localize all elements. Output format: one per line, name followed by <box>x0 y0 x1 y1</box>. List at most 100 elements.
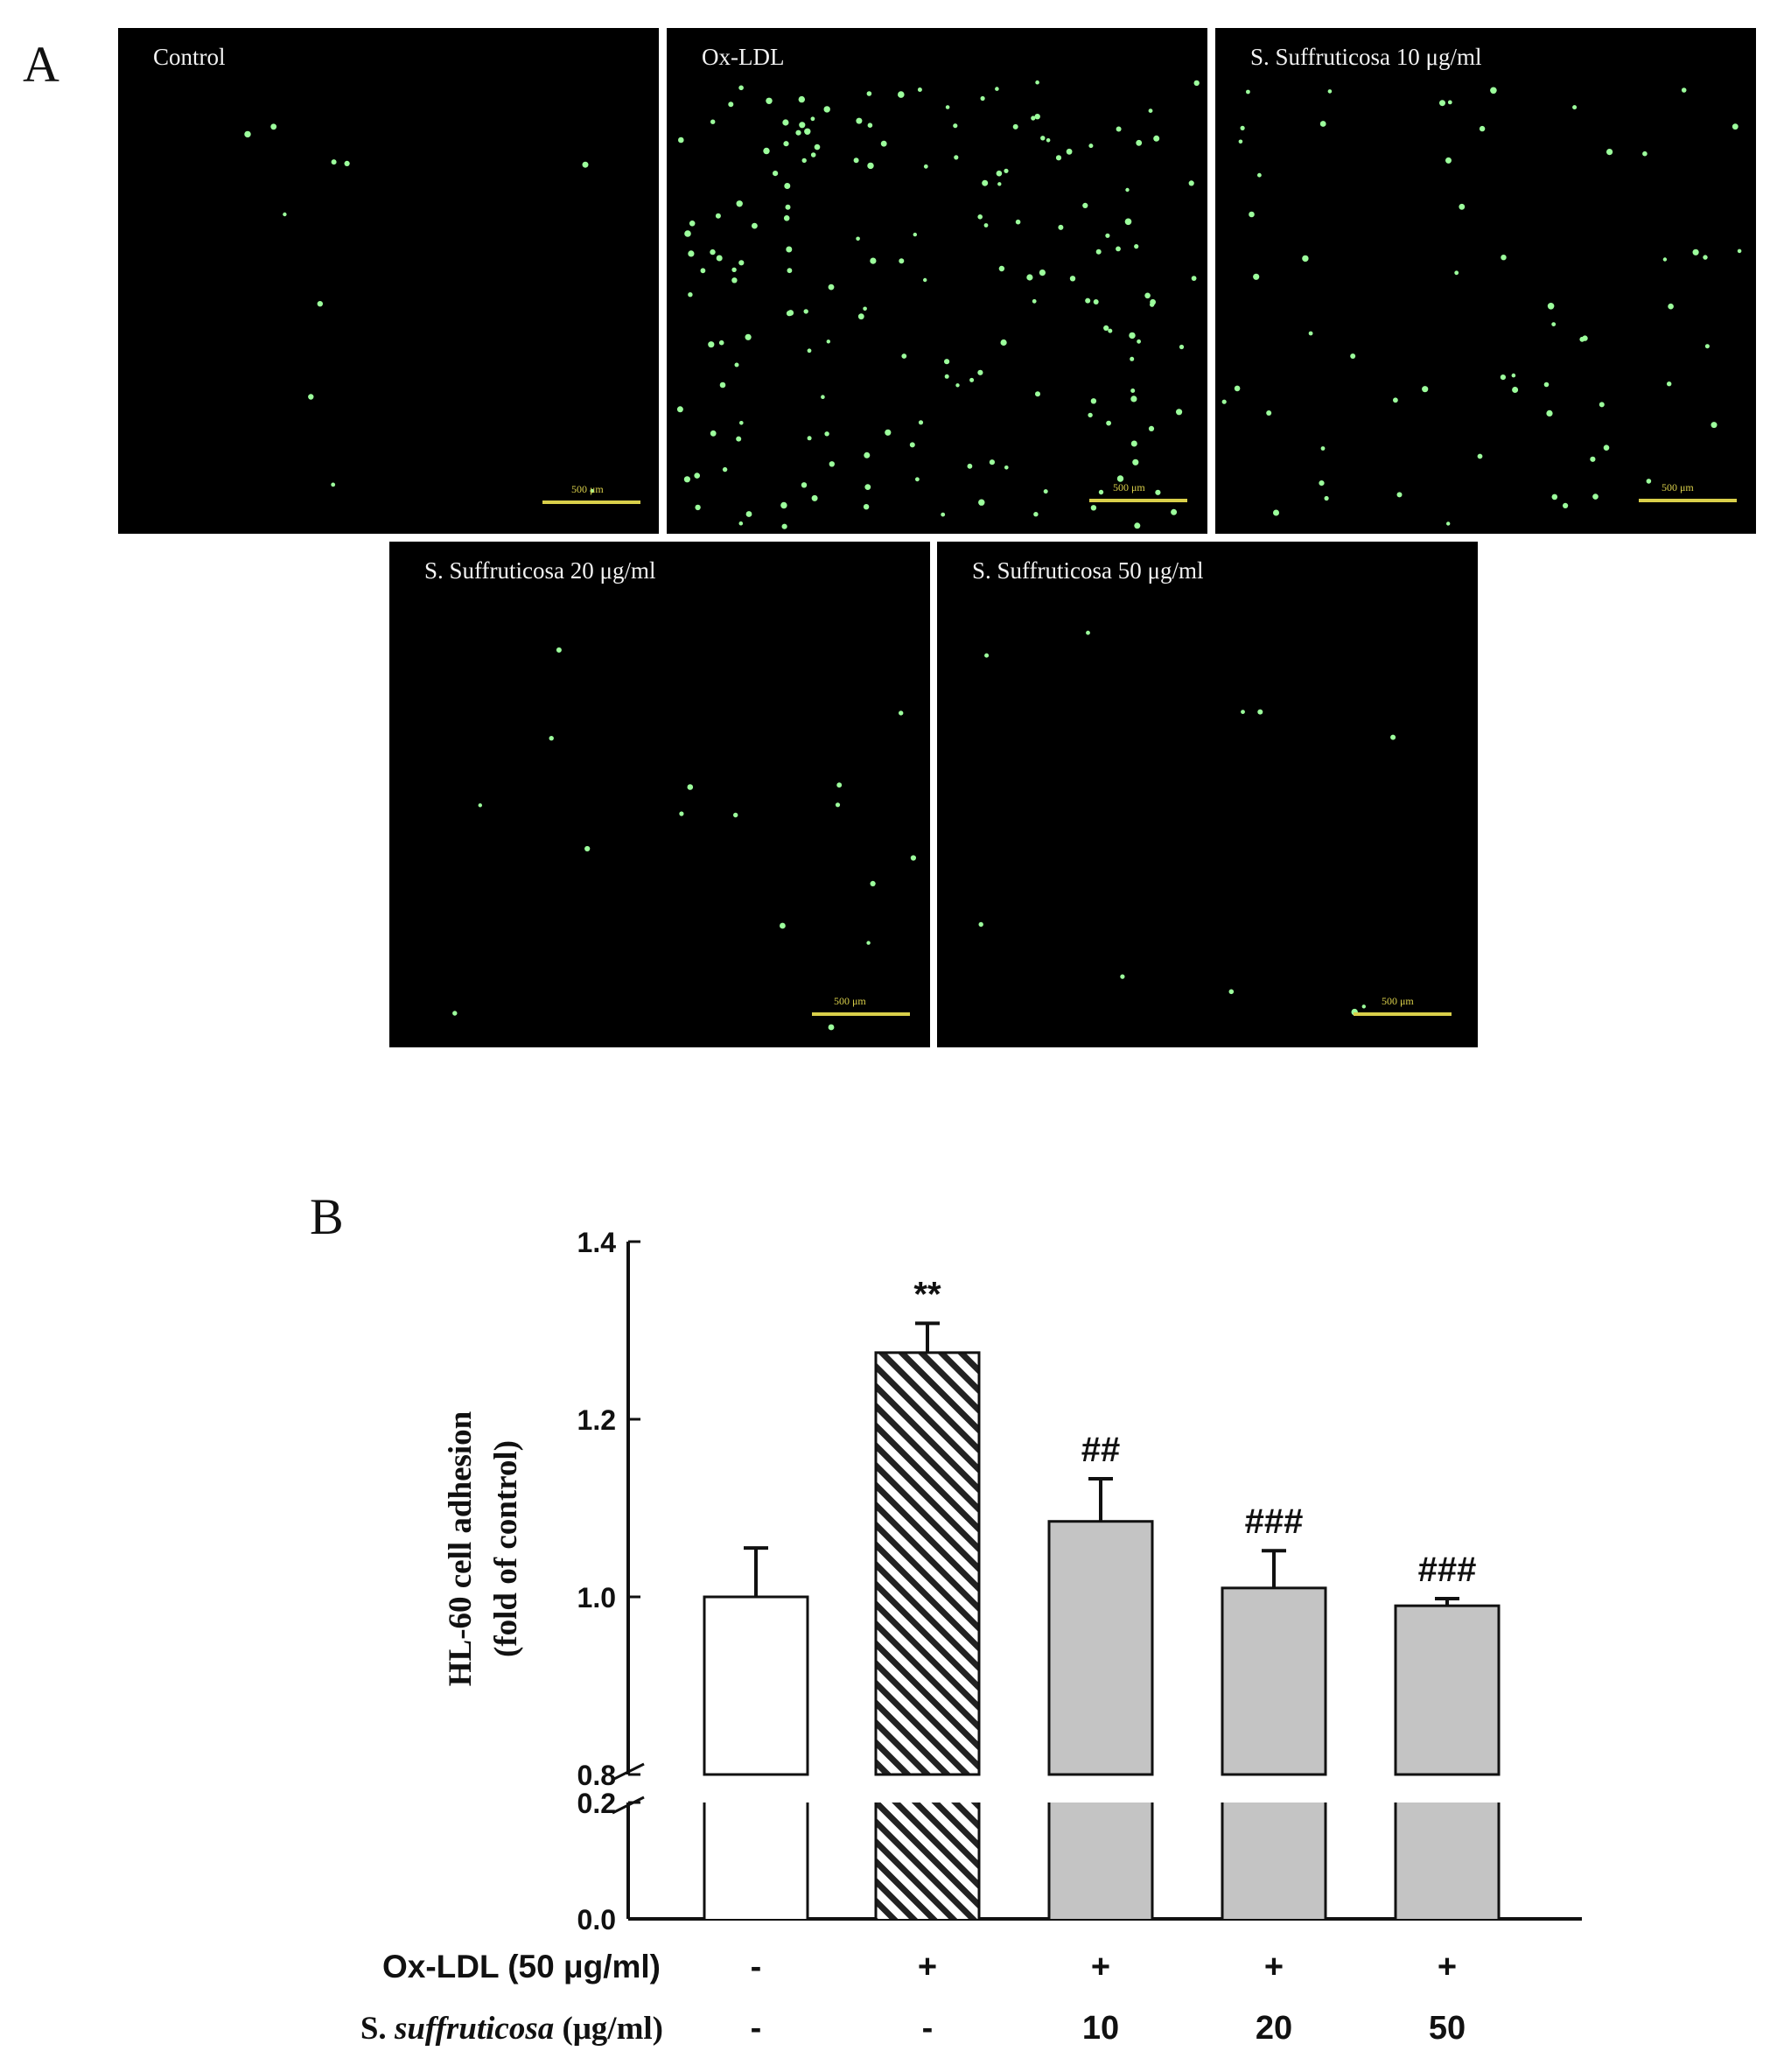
cell-dot <box>270 123 277 130</box>
cell-dot <box>853 158 859 164</box>
cell-dot <box>1015 219 1021 225</box>
cell-dot <box>780 501 787 509</box>
cell-dot <box>722 466 728 472</box>
cell-dot <box>783 215 790 221</box>
cell-dot <box>1350 354 1356 359</box>
cell-dot <box>478 803 482 808</box>
cell-dot <box>1396 492 1403 498</box>
cell-dot <box>810 116 815 122</box>
cell-dot <box>1153 135 1160 142</box>
cell-dot <box>863 504 870 510</box>
significance-annotation: ## <box>1081 1431 1121 1469</box>
panel-a-letter: A <box>23 36 59 93</box>
cell-dot <box>870 257 877 264</box>
cell-dot <box>1241 710 1245 714</box>
cell-dot <box>864 452 871 458</box>
cell-dot <box>1681 88 1687 93</box>
bar-lower-segment <box>1049 1802 1152 1919</box>
cell-dot <box>828 284 835 290</box>
bar <box>1047 1520 1154 1776</box>
cell-dot <box>1692 248 1699 256</box>
cell-dot <box>1551 494 1558 500</box>
cell-dot <box>1031 116 1036 121</box>
cell-dot <box>870 880 876 886</box>
cell-dot <box>1144 292 1151 299</box>
cell-dot <box>977 214 983 220</box>
micrograph-label: S. Suffruticosa 10 μg/ml <box>1250 44 1482 70</box>
cell-dot <box>1055 155 1062 161</box>
cell-dot <box>1191 276 1197 281</box>
cell-dots <box>1221 87 1742 526</box>
cell-dot <box>736 200 743 207</box>
cell-dot <box>1642 150 1648 157</box>
cell-dot <box>1108 328 1113 333</box>
ss-condition: - <box>922 2010 934 2047</box>
cell-dot <box>1240 125 1245 130</box>
cell-dot <box>734 362 739 368</box>
cell-dot <box>969 377 975 382</box>
cell-dot <box>982 179 989 186</box>
cell-dot <box>967 463 973 469</box>
cell-dot <box>1105 233 1110 238</box>
cell-dot <box>835 802 841 808</box>
cell-dot <box>689 220 696 227</box>
cell-dot <box>867 122 873 128</box>
cell-dot <box>1176 409 1183 416</box>
cell-dot <box>1703 255 1708 260</box>
cell-dot <box>944 359 950 365</box>
cell-dot <box>700 268 706 274</box>
cell-dot <box>1069 276 1076 282</box>
cell-dot <box>1086 630 1090 635</box>
oxldl-condition: - <box>751 1949 762 1985</box>
cell-dot <box>1459 203 1466 210</box>
cell-dot <box>1088 144 1094 149</box>
bar <box>874 1351 981 1776</box>
row-label-ss-suffix: (μg/ml) <box>554 2011 663 2047</box>
cell-dot <box>1179 344 1185 350</box>
cell-dot <box>1148 425 1155 431</box>
cell-dot <box>885 429 892 436</box>
cell-dot <box>1732 123 1739 130</box>
cell-dot <box>738 85 744 91</box>
cell-dot <box>866 941 871 945</box>
cell-dot <box>1238 139 1243 144</box>
significance-annotation: ** <box>913 1275 941 1313</box>
cell-dot <box>1319 480 1325 486</box>
cell-dot <box>308 394 314 400</box>
cell-dot <box>1590 456 1596 462</box>
cell-dot <box>836 782 843 788</box>
cell-dot <box>1446 522 1451 526</box>
x-row-labels: - - + - +10 +20 +50 <box>751 1949 1466 2047</box>
cell-dot <box>1116 475 1124 482</box>
cell-dot <box>1150 302 1155 307</box>
cell-dot <box>1066 148 1073 155</box>
cell-dot <box>984 653 990 658</box>
cell-dot <box>795 130 801 136</box>
cell-dot <box>998 265 1005 272</box>
cell-dot <box>953 123 958 129</box>
cell-dot <box>1085 298 1091 304</box>
cell-dot <box>1026 274 1033 281</box>
cell-dot <box>718 340 724 346</box>
cell-dot <box>909 442 915 448</box>
cell-dot <box>1327 89 1333 94</box>
cell-dot <box>1098 489 1104 495</box>
row-label-ss-italic: suffruticosa <box>394 2011 554 2047</box>
cell-dot <box>807 348 812 354</box>
cell-dot <box>1273 509 1279 516</box>
cell-dot <box>1171 508 1178 515</box>
cell-dot <box>783 141 789 147</box>
cell-dot <box>1090 398 1097 404</box>
cell-dot <box>678 136 684 144</box>
cell-dot <box>1058 224 1064 230</box>
bar-lower-segment <box>876 1802 979 1919</box>
cell-dot <box>1095 248 1102 255</box>
cell-dot <box>731 277 738 284</box>
cell-dot <box>1662 257 1668 262</box>
cell-dot <box>733 812 738 818</box>
cell-dot <box>1490 87 1497 94</box>
cell-dot <box>283 212 287 217</box>
cell-dot <box>1543 382 1550 388</box>
cell-dot <box>826 340 830 344</box>
cell-dot <box>954 155 959 160</box>
